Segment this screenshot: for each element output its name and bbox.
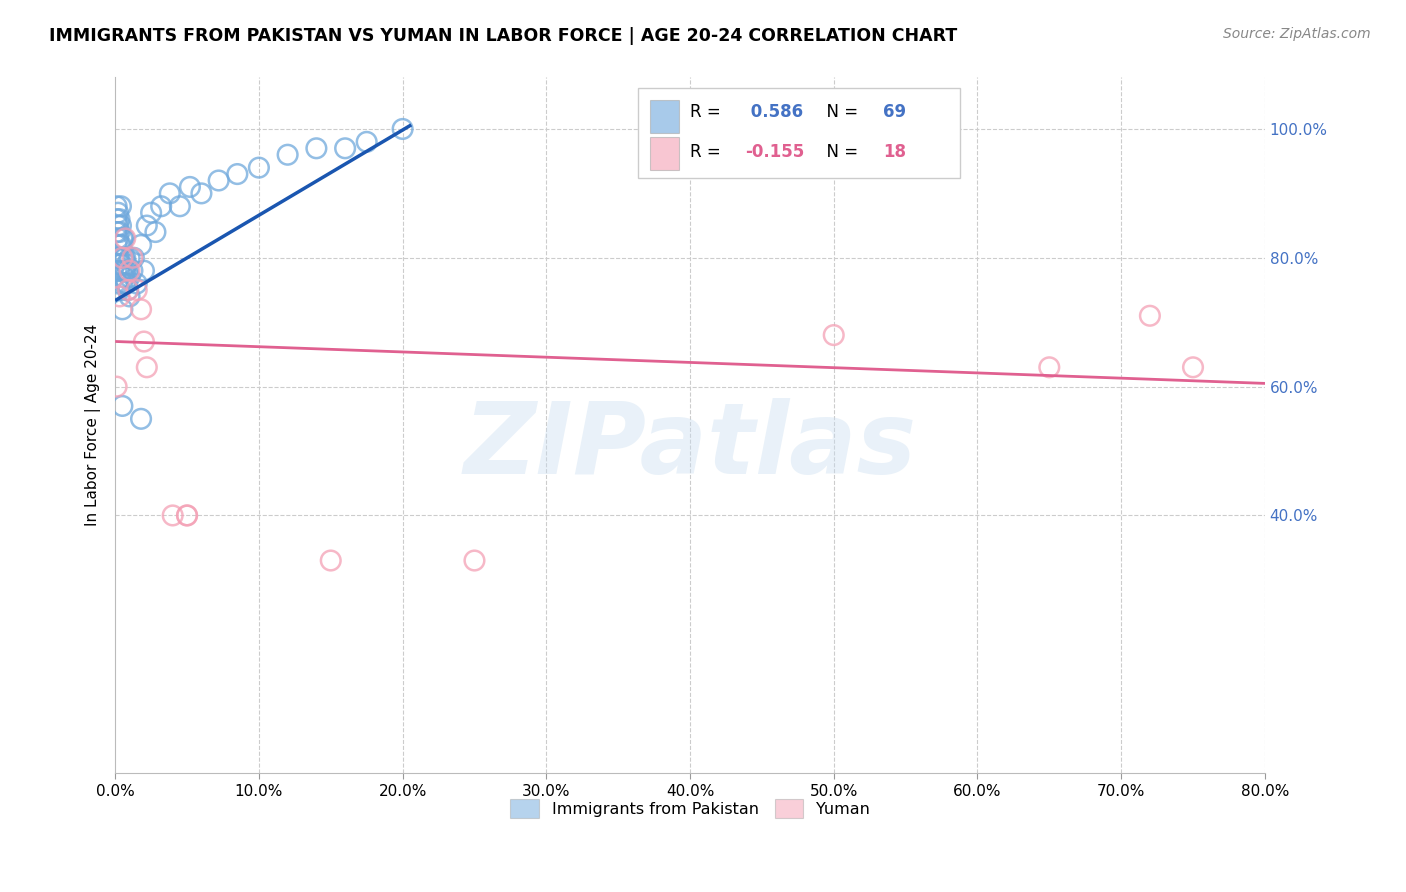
Point: [111, 302, 134, 317]
Point: [150, 199, 173, 213]
Point: [117, 263, 139, 277]
Point: [169, 199, 191, 213]
Point: [107, 205, 129, 219]
Point: [108, 283, 131, 297]
Text: N =: N =: [817, 143, 863, 161]
Point: [121, 251, 143, 265]
Point: [105, 238, 128, 252]
Point: [105, 212, 128, 227]
Point: [105, 225, 128, 239]
Point: [114, 231, 136, 245]
Text: R =: R =: [690, 103, 725, 121]
Point: [277, 147, 299, 161]
Point: [129, 238, 152, 252]
Point: [110, 199, 132, 213]
Point: [118, 270, 141, 285]
Point: [117, 283, 139, 297]
Point: [105, 251, 128, 265]
Point: [129, 302, 152, 317]
Point: [111, 251, 134, 265]
Point: [108, 238, 131, 252]
Legend: Immigrants from Pakistan, Yuman: Immigrants from Pakistan, Yuman: [503, 793, 876, 824]
Point: [159, 186, 181, 201]
Point: [132, 334, 155, 349]
Text: R =: R =: [690, 143, 725, 161]
Point: [125, 283, 148, 297]
Point: [114, 263, 136, 277]
Point: [115, 277, 138, 291]
Point: [110, 257, 132, 271]
Point: [247, 161, 270, 175]
Point: [1182, 360, 1205, 375]
Point: [132, 263, 155, 277]
Text: 69: 69: [883, 103, 907, 121]
Point: [179, 180, 201, 194]
Point: [111, 263, 134, 277]
Bar: [650, 100, 679, 133]
Point: [391, 122, 413, 136]
Text: 0.586: 0.586: [745, 103, 803, 121]
Point: [107, 231, 129, 245]
Text: N =: N =: [817, 103, 863, 121]
Point: [108, 289, 131, 303]
Point: [111, 251, 134, 265]
Point: [118, 289, 141, 303]
Point: [319, 553, 342, 567]
Point: [115, 257, 138, 271]
Point: [463, 553, 485, 567]
Point: [105, 263, 128, 277]
Point: [111, 231, 134, 245]
Point: [118, 263, 141, 277]
Point: [129, 412, 152, 426]
Point: [122, 251, 145, 265]
Text: 18: 18: [883, 143, 907, 161]
Point: [111, 277, 134, 291]
Point: [139, 205, 162, 219]
Point: [108, 251, 131, 265]
Point: [1038, 360, 1060, 375]
Text: -0.155: -0.155: [745, 143, 804, 161]
Point: [107, 219, 129, 233]
Point: [112, 270, 135, 285]
Point: [112, 251, 135, 265]
Point: [333, 141, 356, 155]
Y-axis label: In Labor Force | Age 20-24: In Labor Force | Age 20-24: [86, 324, 101, 526]
Point: [105, 199, 128, 213]
Point: [226, 167, 249, 181]
Point: [208, 173, 231, 187]
Point: [114, 277, 136, 291]
Point: [110, 238, 132, 252]
Point: [145, 225, 167, 239]
Point: [117, 283, 139, 297]
Point: [110, 219, 132, 233]
Point: [356, 135, 378, 149]
Text: Source: ZipAtlas.com: Source: ZipAtlas.com: [1223, 27, 1371, 41]
Point: [108, 212, 131, 227]
Point: [114, 251, 136, 265]
Point: [190, 186, 212, 201]
Point: [107, 277, 129, 291]
Text: ZIPatlas: ZIPatlas: [464, 398, 917, 495]
Point: [108, 225, 131, 239]
Point: [107, 251, 129, 265]
Point: [135, 219, 157, 233]
Point: [305, 141, 328, 155]
Point: [162, 508, 184, 523]
Point: [112, 231, 135, 245]
Point: [108, 263, 131, 277]
Point: [105, 379, 128, 393]
Point: [121, 263, 143, 277]
Bar: [638, 88, 960, 178]
Point: [176, 508, 198, 523]
Text: IMMIGRANTS FROM PAKISTAN VS YUMAN IN LABOR FORCE | AGE 20-24 CORRELATION CHART: IMMIGRANTS FROM PAKISTAN VS YUMAN IN LAB…: [49, 27, 957, 45]
Point: [135, 360, 157, 375]
Point: [111, 399, 134, 413]
Point: [118, 251, 141, 265]
Point: [1139, 309, 1161, 323]
Point: [176, 508, 198, 523]
Bar: [650, 136, 679, 170]
Point: [125, 277, 148, 291]
Point: [823, 328, 845, 343]
